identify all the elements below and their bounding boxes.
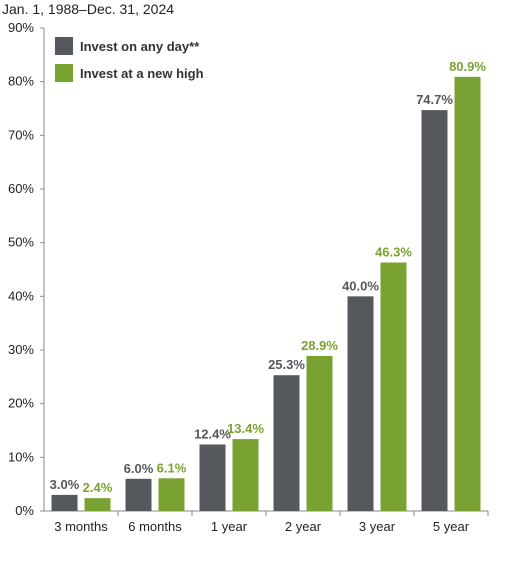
y-tick-label: 40%	[8, 288, 34, 303]
chart-subtitle: Jan. 1, 1988–Dec. 31, 2024	[2, 1, 175, 17]
x-tick-label: 6 months	[128, 519, 182, 534]
y-tick-label: 30%	[8, 342, 34, 357]
bar	[51, 494, 78, 511]
legend-swatch	[55, 64, 73, 82]
y-tick-label: 20%	[8, 396, 34, 411]
data-label: 12.4%	[194, 426, 231, 441]
bar	[421, 110, 448, 512]
bar	[306, 355, 333, 511]
x-tick-label: 2 year	[285, 519, 322, 534]
y-tick-label: 50%	[8, 235, 34, 250]
bar	[454, 76, 481, 511]
y-tick-label: 0%	[15, 503, 34, 518]
data-label: 2.4%	[83, 480, 113, 495]
bar	[380, 262, 407, 511]
data-label: 3.0%	[50, 477, 80, 492]
bar	[347, 296, 374, 511]
bar	[125, 478, 152, 511]
x-tick-label: 1 year	[211, 519, 248, 534]
data-label: 25.3%	[268, 357, 305, 372]
bar	[158, 478, 185, 511]
bar	[84, 498, 111, 511]
y-tick-label: 60%	[8, 181, 34, 196]
data-label: 46.3%	[375, 245, 412, 260]
x-tick-label: 3 months	[54, 519, 108, 534]
data-label: 40.0%	[342, 278, 379, 293]
legend-swatch	[55, 37, 73, 55]
y-tick-label: 90%	[8, 20, 34, 35]
data-label: 74.7%	[416, 92, 453, 107]
y-tick-label: 10%	[8, 449, 34, 464]
y-tick-label: 80%	[8, 74, 34, 89]
x-tick-label: 3 year	[359, 519, 396, 534]
bar	[273, 375, 300, 511]
data-label: 6.1%	[157, 460, 187, 475]
legend-label: Invest at a new high	[80, 66, 204, 81]
data-label: 6.0%	[124, 461, 154, 476]
data-label: 13.4%	[227, 421, 264, 436]
bar	[199, 444, 226, 511]
data-label: 80.9%	[449, 59, 486, 74]
y-tick-label: 70%	[8, 127, 34, 142]
x-tick-label: 5 year	[433, 519, 470, 534]
bar	[232, 439, 259, 511]
legend-label: Invest on any day**	[80, 39, 200, 54]
data-label: 28.9%	[301, 338, 338, 353]
